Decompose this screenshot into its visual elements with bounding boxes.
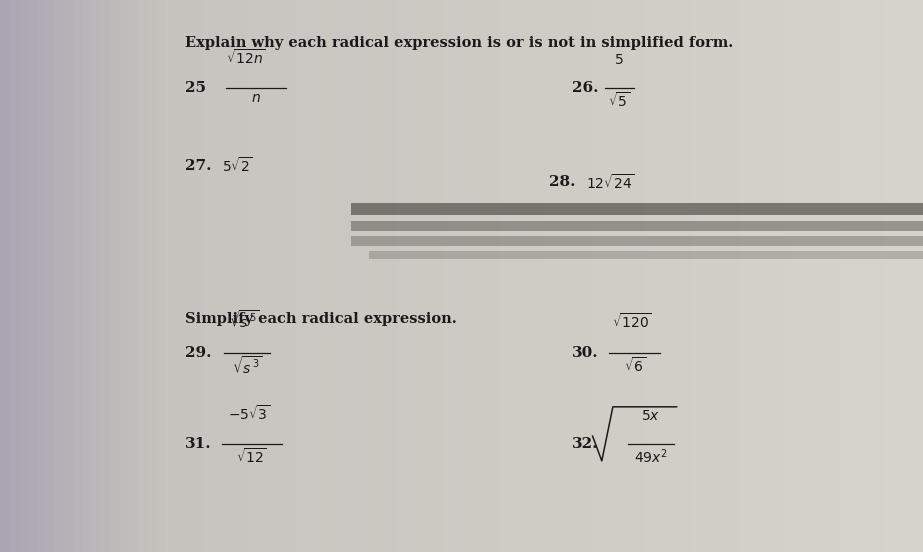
- Bar: [351, 236, 923, 246]
- Text: 30.: 30.: [572, 346, 599, 360]
- Text: $5\sqrt{2}$: $5\sqrt{2}$: [222, 156, 253, 175]
- Text: Simplify each radical expression.: Simplify each radical expression.: [185, 312, 456, 326]
- Text: $\sqrt{6}$: $\sqrt{6}$: [624, 356, 645, 375]
- Text: $\sqrt{s^{\,3}}$: $\sqrt{s^{\,3}}$: [232, 356, 263, 377]
- Text: 28.: 28.: [549, 175, 576, 189]
- Text: Explain why each radical expression is or is not in simplified form.: Explain why each radical expression is o…: [185, 36, 733, 50]
- Bar: [351, 203, 923, 215]
- Text: $49x^2$: $49x^2$: [634, 447, 667, 466]
- Text: $5x$: $5x$: [641, 410, 660, 423]
- Text: 25: 25: [185, 81, 206, 95]
- Text: 31.: 31.: [185, 437, 211, 452]
- Text: $n$: $n$: [251, 91, 261, 105]
- Bar: [369, 251, 923, 259]
- Text: $-5\sqrt{3}$: $-5\sqrt{3}$: [228, 405, 270, 423]
- Text: $\sqrt{12n}$: $\sqrt{12n}$: [226, 49, 266, 67]
- Text: $\sqrt{12}$: $\sqrt{12}$: [236, 447, 267, 466]
- Text: $\sqrt{120}$: $\sqrt{120}$: [612, 312, 653, 331]
- Text: 26.: 26.: [572, 81, 599, 95]
- Text: 32.: 32.: [572, 437, 599, 452]
- Text: $\sqrt{s^{\,5}}$: $\sqrt{s^{\,5}}$: [229, 310, 260, 331]
- Text: $5$: $5$: [614, 54, 623, 67]
- Text: $12\sqrt{24}$: $12\sqrt{24}$: [586, 173, 635, 192]
- Bar: [351, 221, 923, 231]
- Text: $\sqrt{5}$: $\sqrt{5}$: [608, 91, 630, 110]
- Text: 27.: 27.: [185, 158, 211, 173]
- Text: 29.: 29.: [185, 346, 211, 360]
